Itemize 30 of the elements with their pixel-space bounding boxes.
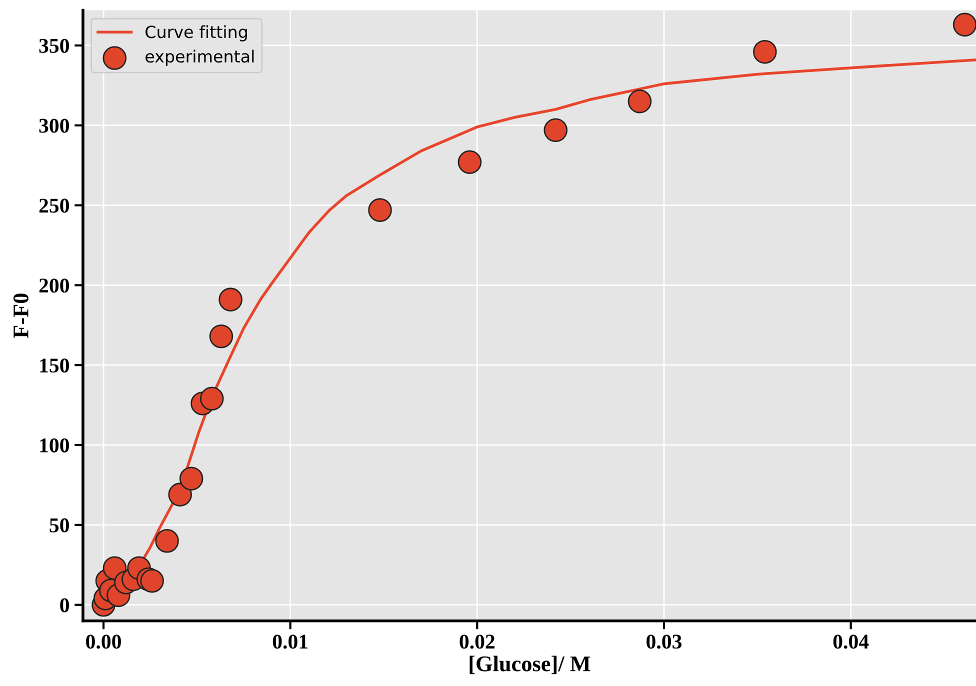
- point: [544, 118, 568, 142]
- point: [458, 150, 482, 174]
- point: [368, 198, 392, 222]
- y-tick-label: 0: [60, 598, 69, 612]
- y-tick-label: 300: [39, 118, 69, 133]
- point: [218, 288, 242, 312]
- y-tick-label: 150: [40, 358, 69, 373]
- point: [952, 12, 976, 37]
- legend-label: experimental: [146, 50, 254, 66]
- point: [628, 90, 652, 114]
- y-tick-label: 100: [40, 438, 69, 452]
- y-tick-label: 50: [50, 518, 69, 532]
- y-tick-label: 350: [39, 38, 69, 53]
- point: [200, 386, 224, 411]
- point: [752, 40, 777, 64]
- y-axis-title: F-F0: [13, 294, 28, 338]
- legend-label: Curve fitting: [146, 25, 247, 42]
- x-tick-label: 0.02: [460, 634, 494, 649]
- x-axis-title: [Glucose]/ M: [470, 656, 590, 674]
- x-tick-label: 0.01: [272, 634, 308, 649]
- y-tick-label: 250: [39, 198, 69, 213]
- point: [140, 568, 164, 593]
- point: [209, 324, 234, 348]
- point: [155, 529, 179, 553]
- y-tick-label: 200: [39, 278, 69, 293]
- x-tick-label: 0.04: [833, 634, 869, 649]
- x-tick-label: 0.03: [646, 634, 682, 649]
- point: [168, 482, 192, 506]
- point: [179, 466, 204, 490]
- x-tick-label: 0.00: [86, 634, 121, 649]
